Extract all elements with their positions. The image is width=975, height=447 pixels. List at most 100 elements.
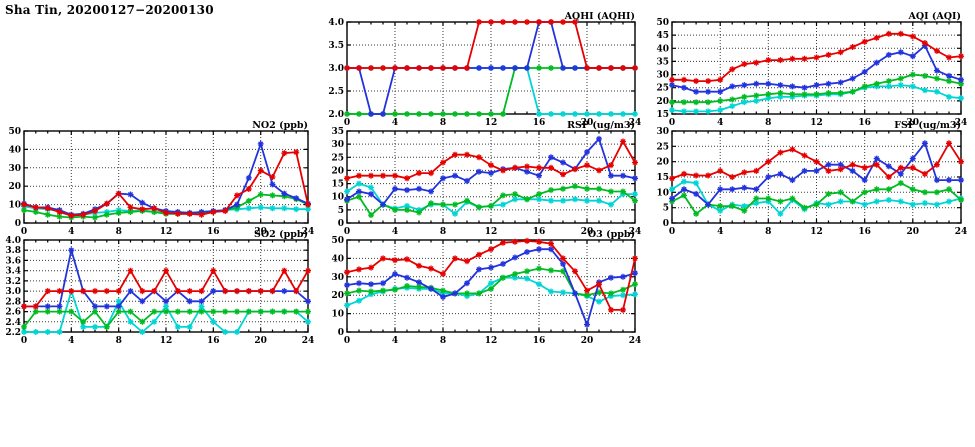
svg-text:8: 8 bbox=[116, 336, 122, 346]
svg-text:2.0: 2.0 bbox=[328, 110, 344, 120]
svg-text:0: 0 bbox=[338, 328, 344, 338]
svg-text:20: 20 bbox=[8, 182, 21, 192]
svg-text:50: 50 bbox=[8, 127, 21, 137]
svg-text:12: 12 bbox=[485, 227, 498, 237]
svg-text:45: 45 bbox=[656, 31, 669, 41]
svg-text:20: 20 bbox=[581, 118, 594, 128]
svg-text:AQI (AQI): AQI (AQI) bbox=[908, 11, 961, 22]
svg-text:12: 12 bbox=[160, 227, 173, 237]
svg-text:24: 24 bbox=[955, 227, 968, 237]
svg-text:4: 4 bbox=[392, 336, 398, 346]
svg-text:40: 40 bbox=[331, 254, 344, 264]
svg-text:4: 4 bbox=[717, 118, 723, 128]
svg-text:0: 0 bbox=[15, 219, 21, 229]
svg-text:10: 10 bbox=[8, 201, 21, 211]
svg-text:2.6: 2.6 bbox=[5, 308, 21, 318]
svg-text:12: 12 bbox=[160, 336, 173, 346]
svg-text:16: 16 bbox=[533, 118, 546, 128]
svg-text:30: 30 bbox=[656, 71, 669, 81]
svg-text:20: 20 bbox=[331, 291, 344, 301]
svg-text:24: 24 bbox=[629, 336, 642, 346]
svg-text:2.2: 2.2 bbox=[5, 328, 21, 338]
chart-aqhi: 0 4 8 12 16 20 24 2.0 2.5 3.0 3.5 4.0 AQHI (AQHI) bbox=[328, 10, 642, 128]
svg-text:15: 15 bbox=[656, 110, 669, 120]
svg-text:4.0: 4.0 bbox=[5, 236, 21, 246]
svg-text:16: 16 bbox=[858, 227, 871, 237]
svg-text:25: 25 bbox=[656, 142, 669, 152]
svg-text:3.4: 3.4 bbox=[5, 267, 21, 277]
svg-text:RSP (ug/m3): RSP (ug/m3) bbox=[567, 120, 635, 131]
chart-rsp: 0 4 8 12 16 20 24 0 5 10 15 20 25 30 35 RSP (ug/m3) bbox=[328, 119, 641, 237]
svg-text:12: 12 bbox=[810, 118, 823, 128]
svg-text:4: 4 bbox=[717, 227, 723, 237]
svg-text:4: 4 bbox=[392, 227, 398, 237]
svg-text:8: 8 bbox=[440, 227, 446, 237]
svg-text:20: 20 bbox=[907, 118, 920, 128]
svg-text:5: 5 bbox=[663, 204, 669, 214]
svg-text:SO2 (ppb): SO2 (ppb) bbox=[254, 229, 308, 240]
svg-text:16: 16 bbox=[207, 227, 220, 237]
svg-text:24: 24 bbox=[302, 336, 315, 346]
svg-text:3.5: 3.5 bbox=[328, 41, 344, 51]
svg-text:0: 0 bbox=[663, 219, 669, 229]
svg-text:FSP (ug/m3): FSP (ug/m3) bbox=[894, 120, 961, 131]
svg-text:50: 50 bbox=[331, 236, 344, 246]
svg-text:25: 25 bbox=[331, 153, 344, 163]
svg-text:24: 24 bbox=[629, 118, 642, 128]
svg-text:3.0: 3.0 bbox=[328, 64, 344, 74]
svg-text:0: 0 bbox=[344, 336, 350, 346]
svg-text:0: 0 bbox=[344, 118, 350, 128]
svg-text:8: 8 bbox=[440, 118, 446, 128]
svg-text:0: 0 bbox=[344, 227, 350, 237]
svg-text:24: 24 bbox=[955, 118, 968, 128]
svg-text:20: 20 bbox=[254, 336, 267, 346]
svg-text:3.8: 3.8 bbox=[5, 246, 21, 256]
svg-text:3.6: 3.6 bbox=[5, 256, 21, 266]
svg-text:16: 16 bbox=[858, 118, 871, 128]
svg-text:20: 20 bbox=[656, 97, 669, 107]
svg-text:12: 12 bbox=[485, 118, 498, 128]
svg-text:30: 30 bbox=[656, 127, 669, 137]
page-title: Sha Tin, 20200127−20200130 bbox=[5, 3, 214, 17]
chart-no2: 0 4 8 12 16 20 24 0 10 20 30 40 50 NO2 (ppb) bbox=[5, 119, 315, 237]
svg-text:16: 16 bbox=[533, 227, 546, 237]
chart-fsp: 0 4 8 12 16 20 24 0 5 10 15 20 25 30 FSP (ug/m3) bbox=[653, 119, 968, 237]
svg-text:25: 25 bbox=[656, 84, 669, 94]
svg-text:10: 10 bbox=[656, 188, 669, 198]
svg-text:3.0: 3.0 bbox=[5, 287, 21, 297]
svg-text:12: 12 bbox=[485, 336, 498, 346]
svg-text:30: 30 bbox=[331, 140, 344, 150]
chart-aqi: 0 4 8 12 16 20 24 15 20 25 30 35 40 45 50 AQI (AQI) bbox=[653, 10, 968, 128]
no2-plot: 0 4 8 12 16 20 24 0 10 20 30 40 50 NO2 (ppb) bbox=[8, 120, 315, 237]
svg-text:0: 0 bbox=[669, 227, 675, 237]
chart-so2: 0 4 8 12 16 20 24 2.2 2.4 2.6 2.8 3.0 3.2 3.4 3.6 3.8 4.… bbox=[5, 228, 315, 346]
svg-text:2.4: 2.4 bbox=[5, 318, 21, 328]
svg-text:O3 (ppb): O3 (ppb) bbox=[588, 229, 635, 240]
svg-text:4: 4 bbox=[68, 227, 74, 237]
svg-text:8: 8 bbox=[440, 336, 446, 346]
svg-text:10: 10 bbox=[331, 310, 344, 320]
fsp-plot: 0 4 8 12 16 20 24 0 5 10 15 20 25 30 FSP (ug/m3) bbox=[656, 120, 968, 237]
svg-text:4: 4 bbox=[392, 118, 398, 128]
svg-text:8: 8 bbox=[765, 227, 771, 237]
svg-text:0: 0 bbox=[338, 219, 344, 229]
aqhi-plot: 0 4 8 12 16 20 24 2.0 2.5 3.0 3.5 4.0 AQHI (AQHI) bbox=[328, 11, 642, 128]
svg-text:30: 30 bbox=[331, 273, 344, 283]
svg-text:30: 30 bbox=[8, 164, 21, 174]
svg-text:15: 15 bbox=[656, 173, 669, 183]
rsp-plot: 0 4 8 12 16 20 24 0 5 10 15 20 25 30 35 RSP (ug/m3) bbox=[331, 120, 641, 237]
svg-text:15: 15 bbox=[331, 180, 344, 190]
svg-text:3.2: 3.2 bbox=[5, 277, 21, 287]
svg-text:2.5: 2.5 bbox=[328, 87, 344, 97]
svg-text:AQHI (AQHI): AQHI (AQHI) bbox=[564, 11, 635, 22]
svg-text:40: 40 bbox=[656, 44, 669, 54]
svg-text:40: 40 bbox=[8, 145, 21, 155]
svg-text:4: 4 bbox=[68, 336, 74, 346]
svg-text:0: 0 bbox=[21, 336, 27, 346]
svg-text:8: 8 bbox=[116, 227, 122, 237]
svg-text:20: 20 bbox=[581, 336, 594, 346]
svg-text:20: 20 bbox=[581, 227, 594, 237]
svg-text:24: 24 bbox=[302, 227, 315, 237]
